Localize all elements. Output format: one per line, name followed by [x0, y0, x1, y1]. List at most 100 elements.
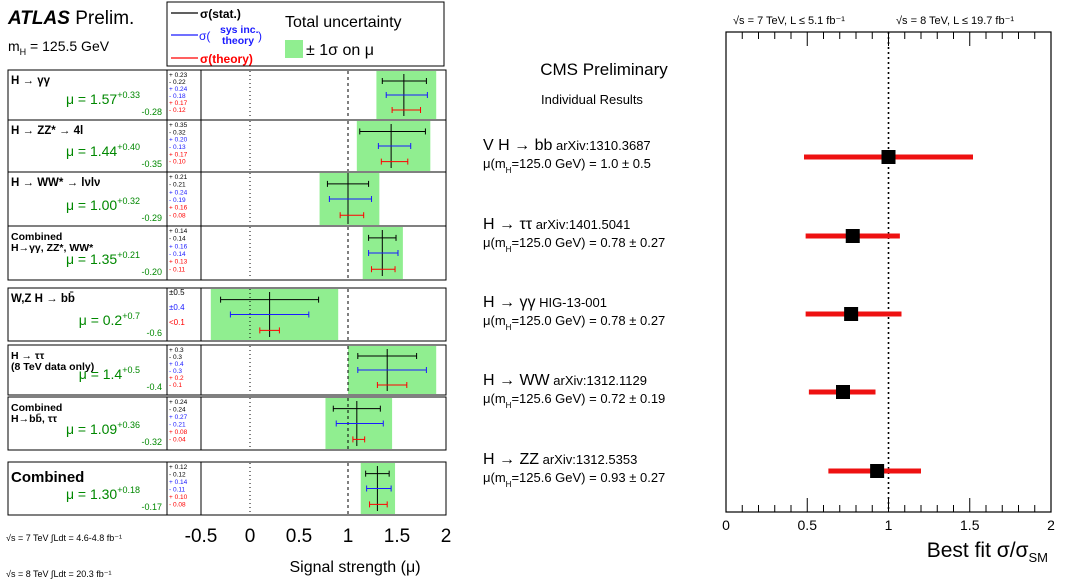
- row-label: Combined: [11, 469, 84, 486]
- side-value: - 0.14: [169, 236, 186, 243]
- x-tick-label: 1: [343, 526, 354, 547]
- row-label: H → ττ: [11, 350, 45, 362]
- side-value: - 0.11: [169, 487, 186, 494]
- mu-error-down: -0.6: [146, 328, 162, 338]
- result-label: μ(mH=125.6 GeV) = 0.72 ± 0.19: [483, 391, 665, 410]
- side-value: ±0.4: [169, 303, 185, 312]
- side-value: + 0.24: [169, 399, 188, 406]
- legend-theory-label: σ(theory): [200, 52, 253, 66]
- atlas-title-bold: ATLAS: [7, 8, 70, 29]
- footnote-7tev: √s = 7 TeV ∫Ldt = 4.6-4.8 fb⁻¹: [6, 533, 122, 543]
- marker: [870, 464, 885, 478]
- x-tick-label: 1: [885, 517, 893, 533]
- row-label: Combined: [11, 402, 62, 414]
- side-value: + 0.13: [169, 259, 188, 266]
- side-value: + 0.24: [169, 86, 188, 93]
- mu-value: μ = 1.30+0.18: [66, 485, 140, 502]
- mu-value: μ = 0.2+0.7: [79, 311, 140, 328]
- row-label: H→bb̄, ττ: [11, 413, 57, 425]
- mu-value: μ = 1.44+0.40: [66, 142, 140, 159]
- mu-error-down: -0.35: [141, 159, 162, 169]
- side-value: + 0.16: [169, 243, 188, 250]
- channel-label: V H → bb arXiv:1310.3687: [483, 137, 651, 154]
- cms-point-3: H → WW arXiv:1312.1129 μ(mH=125.6 GeV) = …: [483, 372, 876, 410]
- side-value: + 0.3: [169, 347, 184, 354]
- x-tick-label: 0: [722, 517, 730, 533]
- atlas-row-2: + 0.21- 0.21+ 0.24- 0.19+ 0.16- 0.08 H → …: [7, 171, 447, 227]
- mu-value: μ = 1.35+0.21: [66, 250, 140, 267]
- row-label: W,Z H → bb̄: [11, 293, 75, 305]
- mu-error-down: -0.20: [141, 267, 162, 277]
- legend-band-swatch: [285, 40, 303, 58]
- side-value: - 0.18: [169, 93, 186, 100]
- row-label-box: [7, 287, 168, 342]
- side-value: - 0.12: [169, 472, 186, 479]
- side-value: + 0.14: [169, 228, 188, 235]
- side-value: - 0.3: [169, 354, 182, 361]
- side-value: - 0.32: [169, 129, 186, 136]
- cms-point-2: H → γγ HIG-13-001 μ(mH=125.0 GeV) = 0.78 …: [483, 294, 902, 332]
- energy-label-7tev: √s = 7 TeV, L ≤ 5.1 fb⁻¹: [733, 15, 845, 27]
- cms-title: CMS Preliminary: [540, 60, 668, 79]
- atlas-row-5: + 0.3- 0.3+ 0.4- 0.3+ 0.2- 0.1H → ττ(8 T…: [7, 344, 447, 396]
- atlas-row-6: + 0.24- 0.24+ 0.27- 0.21+ 0.08- 0.04 Comb…: [7, 396, 447, 451]
- channel-label: H → ZZ arXiv:1312.5353: [483, 451, 637, 468]
- row-plot-box: [200, 225, 447, 281]
- x-tick-label: 0.5: [286, 526, 312, 547]
- mu-error-down: -0.4: [146, 382, 162, 392]
- atlas-title: ATLAS Prelim.: [7, 8, 134, 29]
- side-value: - 0.21: [169, 422, 186, 429]
- legend-sys-suffix: ): [258, 29, 262, 43]
- row-plot-box: [200, 396, 447, 451]
- side-value: + 0.08: [169, 429, 188, 436]
- result-label: μ(mH=125.0 GeV) = 0.78 ± 0.27: [483, 313, 665, 332]
- x-tick-label: 0.5: [798, 517, 818, 533]
- result-label: μ(mH=125.0 GeV) = 1.0 ± 0.5: [483, 156, 651, 175]
- atlas-title-rest: Prelim.: [70, 8, 134, 29]
- marker: [836, 385, 850, 399]
- side-value: - 0.11: [169, 266, 186, 273]
- marker: [844, 307, 859, 321]
- side-value: + 0.20: [169, 137, 188, 144]
- side-value: + 0.14: [169, 479, 188, 486]
- side-value: - 0.08: [169, 212, 186, 219]
- row-label-box: [7, 461, 168, 516]
- row-side-box: [166, 225, 202, 281]
- mu-error-down: -0.32: [141, 437, 162, 447]
- row-label: Combined: [11, 231, 62, 243]
- cms-point-4: H → ZZ arXiv:1312.5353 μ(mH=125.6 GeV) = …: [483, 451, 921, 489]
- row-label: H→γγ, ZZ*, WW*: [11, 242, 94, 254]
- side-value: + 0.12: [169, 464, 188, 471]
- mu-value: μ = 1.09+0.36: [66, 420, 140, 437]
- channel-label: H → WW arXiv:1312.1129: [483, 372, 647, 389]
- row-side-box: [166, 171, 202, 227]
- side-value: + 0.17: [169, 100, 188, 107]
- row-label: (8 TeV data only): [11, 361, 94, 373]
- atlas-row-1: + 0.35- 0.32+ 0.20- 0.13+ 0.17- 0.10 H → …: [7, 119, 447, 173]
- atlas-chart: ATLAS Prelim. mH = 125.5 GeV σ(stat.) σ(sys…: [6, 1, 451, 579]
- row-label: H → WW* → lνlν: [11, 177, 100, 189]
- x-tick-label: 1.5: [960, 517, 980, 533]
- cms-subtitle: Individual Results: [541, 92, 643, 107]
- row-side-box: [166, 287, 202, 342]
- side-value: + 0.17: [169, 151, 188, 158]
- cms-chart: √s = 7 TeV, L ≤ 5.1 fb⁻¹ √s = 8 TeV, L ≤ …: [483, 15, 1055, 565]
- legend-sys-top: sys inc.: [220, 24, 259, 36]
- legend-box: [166, 1, 445, 67]
- mu-value: μ = 1.00+0.32: [66, 196, 140, 213]
- mu-value: μ = 1.4+0.5: [79, 365, 140, 382]
- row-label-box: [7, 171, 168, 227]
- side-value: + 0.23: [169, 72, 188, 79]
- side-value: - 0.04: [169, 437, 186, 444]
- side-value: - 0.12: [169, 107, 186, 114]
- mu-error-down: -0.28: [141, 107, 162, 117]
- mu-error-down: -0.17: [141, 502, 162, 512]
- side-value: + 0.35: [169, 122, 188, 129]
- legend-stat-label: σ(stat.): [200, 7, 241, 21]
- x-tick-label: 0: [245, 526, 256, 547]
- row-label: H → γγ: [11, 75, 51, 87]
- atlas-row-0: + 0.23- 0.22+ 0.24- 0.18+ 0.17- 0.12 H → …: [7, 69, 447, 121]
- row-plot-box: [200, 461, 447, 516]
- row-label-box: [7, 225, 168, 281]
- side-value: + 0.27: [169, 414, 188, 421]
